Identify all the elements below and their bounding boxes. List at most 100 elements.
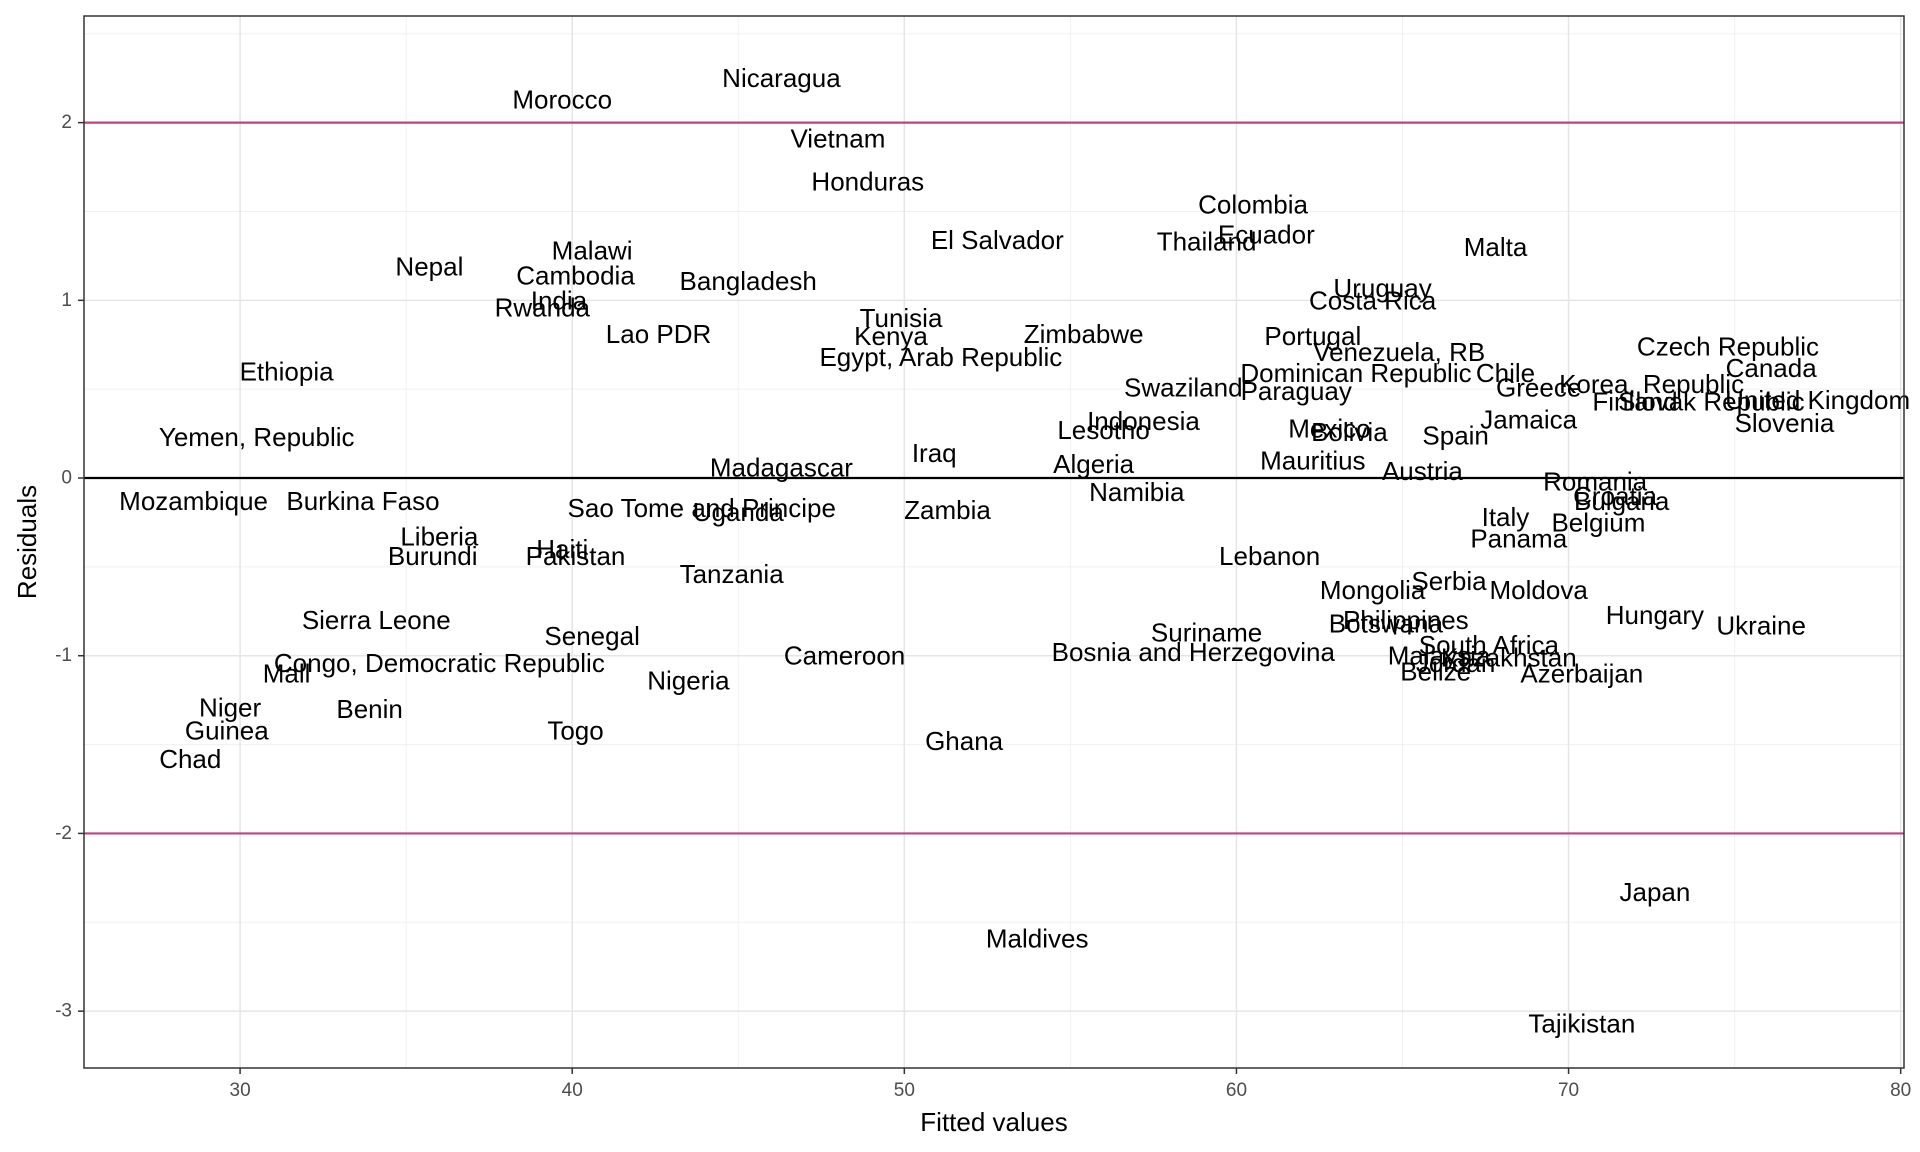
plot-panel-background	[84, 16, 1904, 1068]
point-label: Morocco	[512, 85, 612, 115]
x-tick-label: 80	[1890, 1080, 1911, 1101]
point-label: Mongolia	[1320, 575, 1426, 605]
point-label: Uganda	[693, 497, 785, 527]
x-axis-ticks: 30 40 50 60 70 80	[230, 1068, 1911, 1101]
point-label: Paraguay	[1241, 376, 1352, 406]
plot-panel-border	[83, 15, 1905, 1069]
point-label: Belize	[1400, 657, 1471, 687]
point-label: Haiti	[536, 534, 588, 564]
point-label: Croatia	[1573, 481, 1657, 511]
point-label: Sierra Leone	[302, 605, 451, 635]
point-label: Ghana	[925, 726, 1004, 756]
point-label: Togo	[547, 715, 603, 745]
point-label: Venezuela, RB	[1313, 337, 1485, 367]
y-axis-ticks: -3 -2 -1 0 1 2	[55, 112, 84, 1022]
point-label: Panama	[1470, 523, 1567, 553]
x-tick-label: 60	[1226, 1080, 1247, 1101]
point-label: Rwanda	[495, 292, 591, 322]
point-label: Portugal	[1264, 321, 1361, 351]
point-label: Pakistan	[526, 541, 626, 571]
point-label: Liberia	[400, 522, 479, 552]
x-tick-label: 30	[230, 1080, 251, 1101]
point-label: Malaysia	[1388, 641, 1491, 671]
point-label: Costa Rica	[1309, 285, 1437, 315]
point-label: Malta	[1464, 232, 1528, 262]
x-axis-title: Fitted values	[920, 1107, 1067, 1137]
minor-gridlines	[84, 16, 1904, 1068]
point-label: Chad	[159, 744, 221, 774]
point-label: Tunisia	[860, 303, 943, 333]
point-label: Jamaica	[1480, 404, 1577, 434]
point-label: Uruguay	[1333, 273, 1431, 303]
point-label: Mauritius	[1260, 445, 1365, 475]
point-label: Dominican Republic	[1240, 358, 1471, 388]
point-label: Maldives	[986, 923, 1089, 953]
y-tick-label: -1	[55, 645, 72, 666]
point-label: South Africa	[1419, 630, 1560, 660]
point-label: Italy	[1482, 502, 1530, 532]
point-label: Madagascar	[710, 452, 853, 482]
point-label: Ecuador	[1218, 220, 1315, 250]
point-label: Ethiopia	[240, 356, 334, 386]
point-label: Egypt, Arab Republic	[819, 342, 1062, 372]
point-label: Honduras	[811, 166, 924, 196]
point-labels: NicaraguaMoroccoVietnamHondurasColombiaE…	[119, 63, 1910, 1038]
y-tick-label: 1	[61, 290, 72, 311]
point-label: Burundi	[388, 541, 478, 571]
point-label: Vietnam	[790, 124, 885, 154]
y-axis-title: Residuals	[12, 485, 42, 599]
point-label: Bulgaria	[1574, 486, 1670, 516]
point-label: Kazakhstan	[1441, 643, 1577, 673]
y-tick-label: -3	[55, 1001, 72, 1022]
point-label: Greece	[1496, 372, 1581, 402]
point-label: Algeria	[1053, 449, 1134, 479]
point-label: Philippines	[1343, 605, 1469, 635]
point-label: India	[531, 285, 588, 315]
point-label: Cameroon	[784, 641, 905, 671]
point-label: United Kingdom	[1725, 385, 1910, 415]
point-label: Finland	[1592, 387, 1677, 417]
point-label: Serbia	[1411, 566, 1487, 596]
point-label: Japan	[1619, 877, 1690, 907]
point-label: Tanzania	[680, 559, 785, 589]
point-label: Niger	[199, 692, 261, 722]
point-label: Zambia	[904, 495, 991, 525]
x-tick-label: 50	[894, 1080, 915, 1101]
point-label: Namibia	[1089, 477, 1185, 507]
point-label: Mozambique	[119, 486, 268, 516]
point-label: Nepal	[395, 252, 463, 282]
point-label: Lesotho	[1057, 415, 1150, 445]
point-label: Hungary	[1606, 600, 1704, 630]
point-label: Slovenia	[1735, 408, 1835, 438]
point-label: Moldova	[1490, 575, 1589, 605]
point-label: Guinea	[185, 715, 269, 745]
point-label: Romania	[1543, 467, 1648, 497]
y-tick-label: 0	[61, 468, 72, 489]
point-label: Mexico	[1288, 413, 1370, 443]
point-label: Jordan	[1416, 648, 1496, 678]
y-tick-label: -2	[55, 823, 72, 844]
point-label: Slovak Republic	[1618, 387, 1804, 417]
point-label: Azerbaijan	[1520, 659, 1643, 689]
point-label: Belgium	[1551, 507, 1645, 537]
point-label: Botswana	[1329, 609, 1444, 639]
point-label: Zimbabwe	[1024, 319, 1144, 349]
point-label: Kenya	[854, 321, 928, 351]
point-label: Czech Republic	[1637, 332, 1819, 362]
y-tick-label: 2	[61, 112, 72, 133]
point-label: Chile	[1476, 358, 1535, 388]
point-label: Austria	[1382, 456, 1463, 486]
point-label: Tajikistan	[1528, 1009, 1635, 1039]
point-label: Bolivia	[1311, 417, 1388, 447]
point-label: Mall	[263, 659, 311, 689]
point-label: Benin	[336, 694, 403, 724]
point-label: Korea, Republic	[1559, 369, 1744, 399]
point-label: Cambodia	[516, 260, 635, 290]
x-tick-label: 40	[562, 1080, 583, 1101]
point-label: Swaziland	[1124, 372, 1243, 402]
point-label: Lao PDR	[606, 319, 712, 349]
point-label: Indonesia	[1087, 406, 1200, 436]
point-label: Bangladesh	[680, 266, 817, 296]
point-label: Ukraine	[1716, 611, 1806, 641]
